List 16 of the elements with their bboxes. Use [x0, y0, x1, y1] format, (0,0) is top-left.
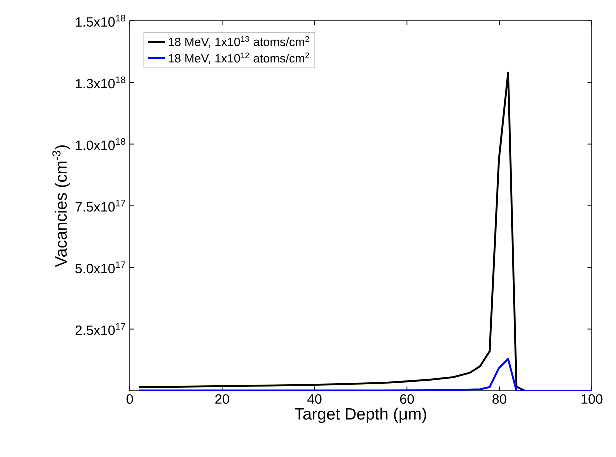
y-tick-label: 5.0x10$^{17}$ [76, 262, 126, 274]
x-axis-title: Target Depth (μm) [294, 408, 426, 424]
y-axis-title: Vacancies (cm$^{-3}$) [52, 146, 70, 268]
x-tick-label: 20 [216, 394, 230, 404]
y-tick-label: 7.5x10$^{17}$ [76, 200, 126, 212]
x-tick-label: 100 [582, 394, 603, 404]
legend-label: 18 MeV, 1x10$^{12}$ atoms/cm$^{2}$ [168, 52, 310, 64]
y-tick-label: 1.3x10$^{18}$ [76, 76, 126, 89]
y-tick-label: 2.5x10$^{17}$ [76, 323, 126, 336]
x-tick-label: 60 [400, 394, 414, 404]
legend-label: 18 MeV, 1x10$^{13}$ atoms/cm$^{2}$ [168, 36, 310, 48]
y-tick-label: 1.5x10$^{18}$ [76, 15, 126, 27]
x-tick-label: 40 [308, 394, 322, 404]
x-tick-label: 80 [492, 394, 507, 404]
y-tick-label: 1.0x10$^{18}$ [76, 138, 126, 150]
x-tick-label: 0 [126, 394, 134, 404]
